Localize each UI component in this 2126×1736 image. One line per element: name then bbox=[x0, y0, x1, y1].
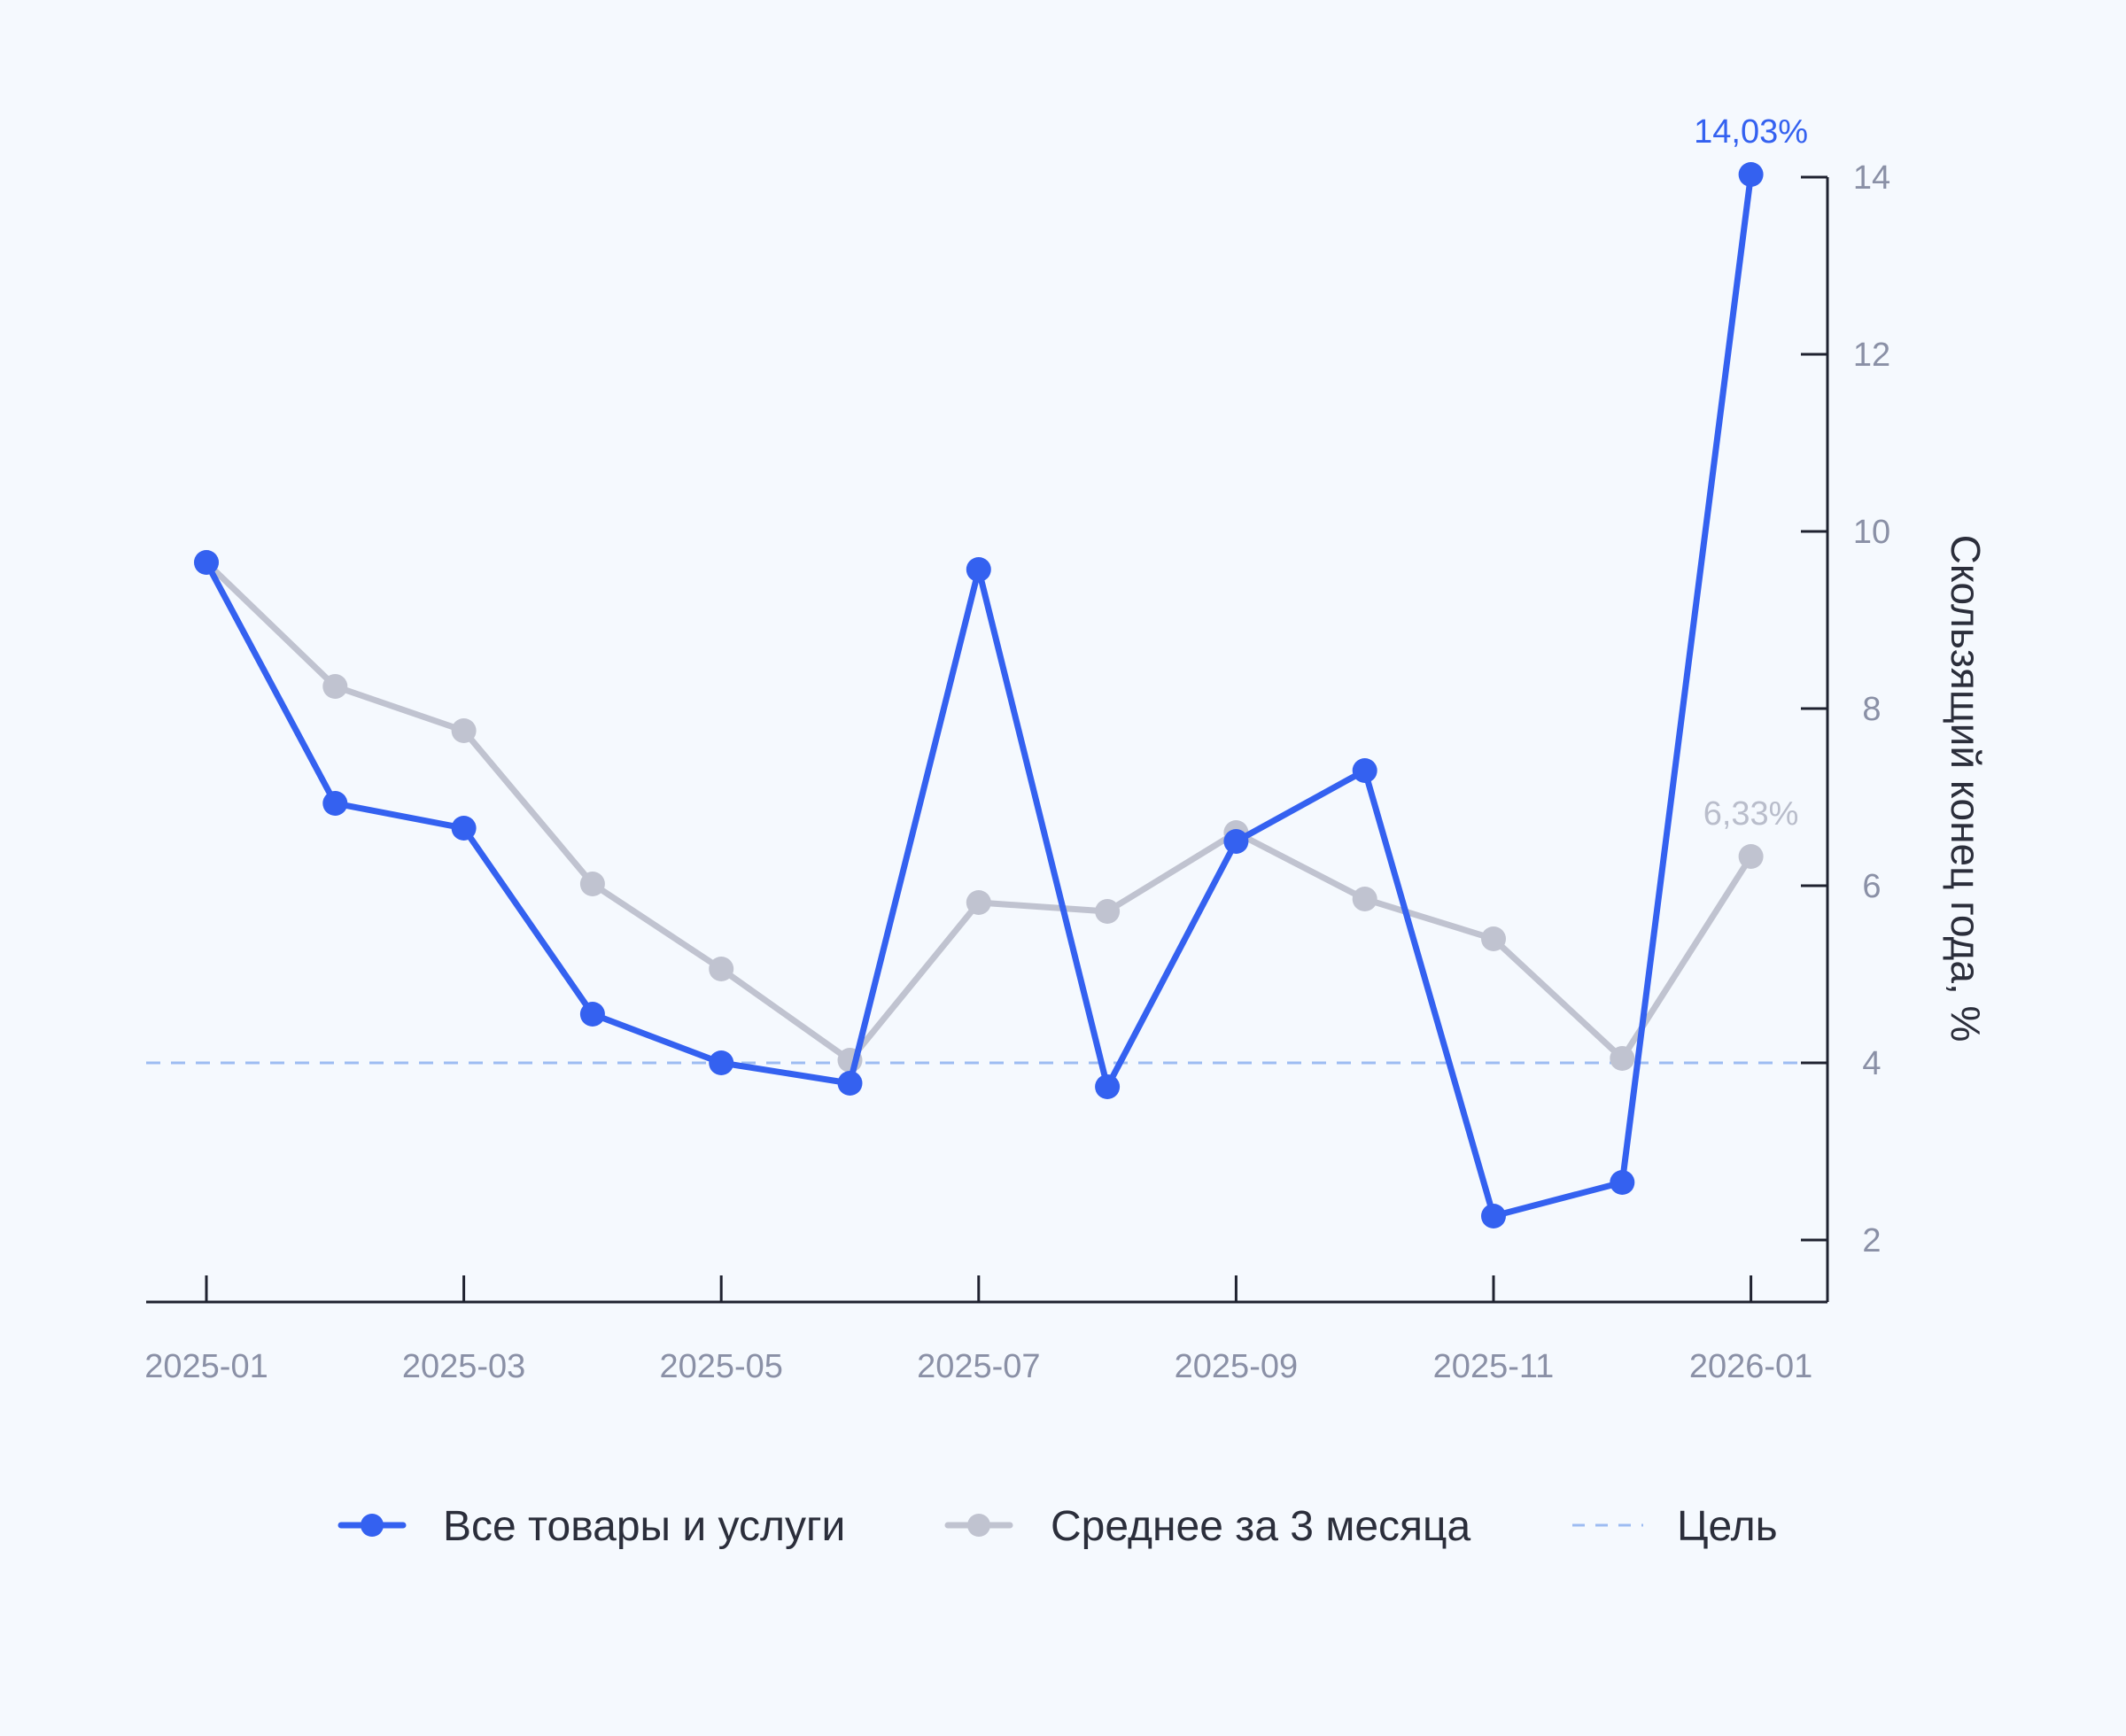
data-point-all-goods bbox=[1610, 1170, 1635, 1195]
data-point-avg-3m bbox=[1095, 899, 1121, 924]
y-tick-label: 12 bbox=[1853, 337, 1890, 374]
data-point-all-goods bbox=[1738, 162, 1764, 187]
x-tick-label: 2025-09 bbox=[1175, 1348, 1298, 1385]
axes: 2025-01 2025-03 2025-05 2025-07 2025-09 2025-… bbox=[144, 159, 1890, 1385]
legend-marker-avg-3m bbox=[967, 1514, 990, 1537]
series-line-all-goods bbox=[203, 171, 1755, 1220]
data-point-all-goods bbox=[579, 1002, 605, 1027]
legend-item-avg-3m: Среднее за 3 месяца bbox=[944, 1503, 1470, 1550]
y-axis-label: Скользящий конец года, % bbox=[1943, 535, 1989, 1042]
legend-marker-all-goods bbox=[361, 1514, 384, 1537]
y-tick-label: 6 bbox=[1862, 868, 1881, 905]
data-point-avg-3m bbox=[1352, 887, 1377, 911]
y-tick-label: 8 bbox=[1862, 691, 1881, 728]
legend: Все товары и услуги Среднее за 3 месяца … bbox=[338, 1503, 1778, 1550]
data-point-all-goods bbox=[1352, 758, 1377, 783]
data-point-all-goods bbox=[837, 1071, 863, 1096]
x-tick-label: 2025-11 bbox=[1433, 1348, 1555, 1385]
data-point-avg-3m bbox=[451, 718, 477, 743]
data-point-avg-3m bbox=[1738, 844, 1764, 869]
data-point-all-goods bbox=[1095, 1074, 1121, 1099]
data-point-all-goods bbox=[966, 557, 991, 582]
data-point-avg-3m bbox=[966, 890, 991, 915]
data-point-all-goods bbox=[709, 1050, 734, 1075]
legend-label-target: Цель bbox=[1677, 1503, 1778, 1550]
x-tick-label: 2026-01 bbox=[1689, 1348, 1812, 1385]
x-tick-label: 2025-03 bbox=[402, 1348, 525, 1385]
series-layer bbox=[194, 162, 1764, 1228]
x-tick-label: 2025-05 bbox=[659, 1348, 782, 1385]
data-point-avg-3m bbox=[1610, 1046, 1635, 1071]
data-point-all-goods bbox=[1223, 829, 1249, 854]
series-end-label-avg-3m: 6,33% bbox=[1703, 795, 1799, 833]
data-point-all-goods bbox=[194, 550, 219, 575]
legend-label-avg-3m: Среднее за 3 месяца bbox=[1051, 1503, 1470, 1550]
legend-label-all-goods: Все товары и услуги bbox=[443, 1503, 845, 1550]
data-point-avg-3m bbox=[579, 872, 605, 896]
x-tick-label: 2025-01 bbox=[144, 1348, 268, 1385]
y-tick-label: 4 bbox=[1862, 1045, 1881, 1082]
y-tick-label: 2 bbox=[1862, 1222, 1881, 1259]
data-point-all-goods bbox=[322, 791, 348, 816]
x-tick-label: 2025-07 bbox=[917, 1348, 1040, 1385]
y-tick-label: 10 bbox=[1853, 514, 1890, 551]
legend-item-all-goods: Все товары и услуги bbox=[338, 1503, 845, 1550]
data-point-all-goods bbox=[451, 816, 477, 841]
data-point-avg-3m bbox=[322, 674, 348, 699]
y-tick-label: 14 bbox=[1853, 159, 1890, 197]
series-line-avg-3m bbox=[203, 559, 1755, 1064]
series-end-label-all-goods: 14,03% bbox=[1694, 113, 1808, 151]
legend-item-target: Цель bbox=[1572, 1503, 1778, 1550]
data-point-all-goods bbox=[1481, 1204, 1506, 1228]
data-point-avg-3m bbox=[1481, 926, 1506, 951]
data-point-avg-3m bbox=[709, 957, 734, 981]
